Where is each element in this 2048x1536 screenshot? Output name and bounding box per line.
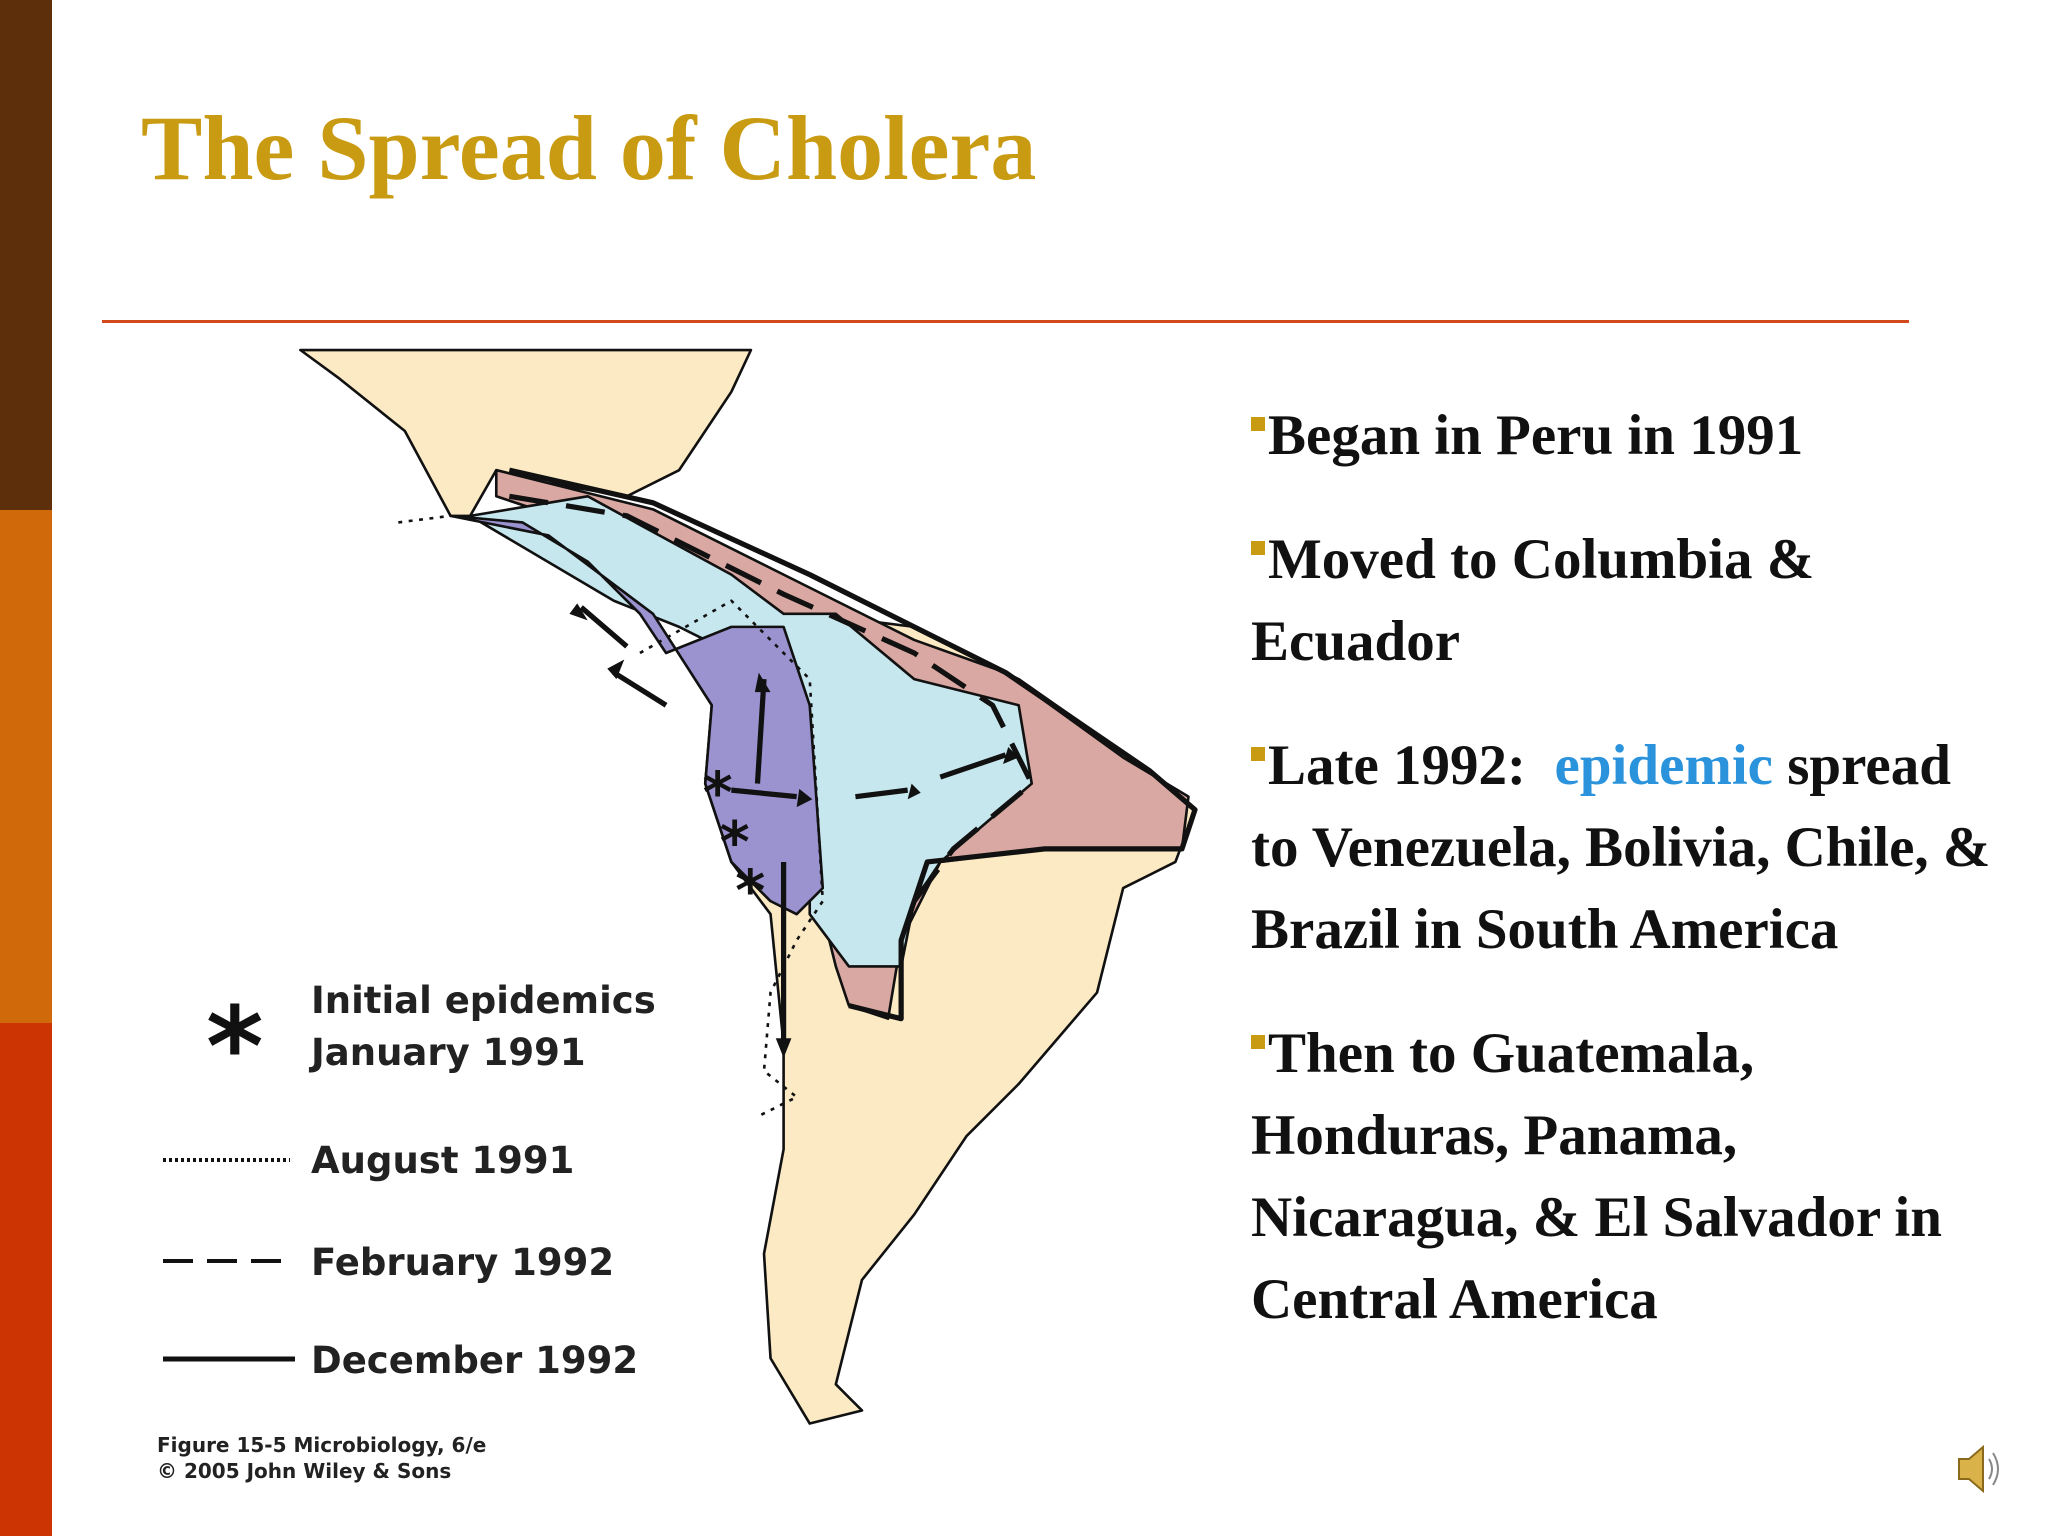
bullet-item: Then to Guatemala, Honduras, Panama, Nic… — [1251, 1013, 2011, 1341]
bullet-text: Began in Peru in 1991 — [1268, 404, 1804, 467]
highlight-text: epidemic — [1554, 734, 1773, 797]
svg-text:*: * — [735, 857, 765, 924]
bullet-text: Moved to Columbia & Ecuador — [1251, 528, 1829, 673]
legend-label: January 1991 — [308, 1031, 586, 1074]
slide-title: The Spread of Cholera — [141, 97, 1037, 199]
legend-label: December 1992 — [311, 1339, 638, 1382]
bullet-text: Late 1992: — [1268, 734, 1555, 797]
legend-label: August 1991 — [311, 1139, 574, 1182]
side-bar — [0, 1023, 52, 1536]
bullet-item: Moved to Columbia & Ecuador — [1251, 519, 2011, 683]
bullet-marker — [1251, 417, 1265, 431]
side-bar — [0, 510, 52, 1023]
title-rule — [102, 320, 1909, 323]
legend-label: February 1992 — [311, 1241, 614, 1284]
speaker-icon[interactable] — [1958, 1444, 1999, 1494]
bullet-item: Late 1992: epidemic spread to Venezuela,… — [1251, 725, 2011, 971]
side-bar — [0, 0, 52, 510]
bullet-list: Began in Peru in 1991 Moved to Columbia &… — [1251, 395, 2011, 1383]
svg-text:*: * — [720, 809, 750, 876]
figure-credit: © 2005 John Wiley & Sons — [157, 1459, 451, 1483]
bullet-marker — [1251, 747, 1265, 761]
figure-credit: Figure 15-5 Microbiology, 6/e — [157, 1433, 486, 1457]
legend-symbol: * — [206, 983, 264, 1111]
bullet-text: Then to Guatemala, Honduras, Panama, Nic… — [1251, 1022, 1957, 1331]
bullet-item: Began in Peru in 1991 — [1251, 395, 2011, 477]
bullet-marker — [1251, 541, 1265, 555]
legend-label: Initial epidemics — [311, 979, 656, 1022]
bullet-marker — [1251, 1035, 1265, 1049]
svg-text:*: * — [703, 759, 733, 826]
bullet-text: spread to Venezuela, Bolivia, Chile, & B… — [1251, 734, 2005, 961]
